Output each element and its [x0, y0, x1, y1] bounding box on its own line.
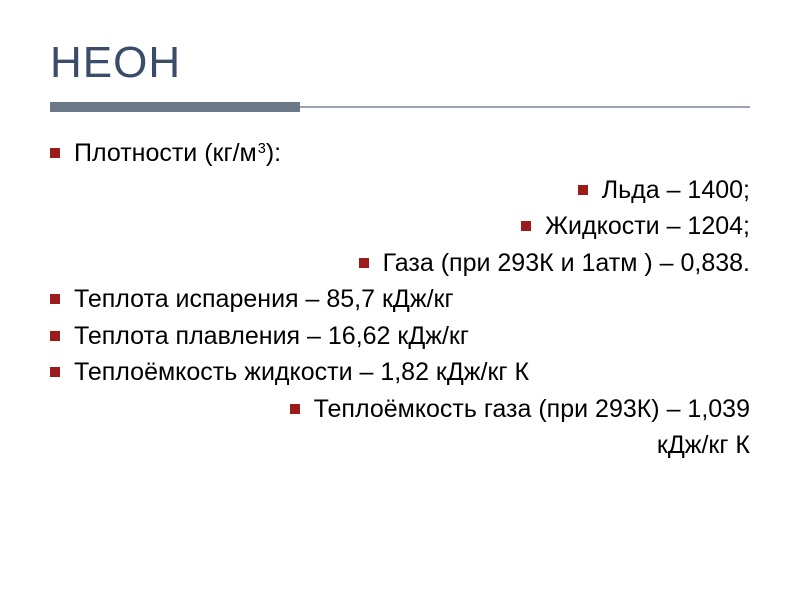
bullet-icon [50, 294, 60, 304]
bullet-icon [50, 367, 60, 377]
title-rule [50, 102, 750, 112]
list-text: Газа (при 293К и 1атм ) – 0,838. [383, 246, 750, 281]
superscript: 3 [258, 139, 266, 159]
slide-title: НЕОН [50, 38, 750, 88]
list-item: Теплота испарения – 85,7 кДж/кг [50, 282, 750, 317]
list-text: кДж/кг К [657, 428, 750, 463]
list-item: Теплота плавления – 16,62 кДж/кг [50, 319, 750, 354]
list-item: Теплоёмкость жидкости – 1,82 кДж/кг К [50, 355, 750, 390]
list-text: Теплота испарения – 85,7 кДж/кг [74, 282, 454, 317]
list-text: Плотности (кг/м3): [74, 136, 281, 171]
bullet-icon [521, 221, 531, 231]
list-text: Жидкости – 1204; [545, 209, 750, 244]
text-post: ): [266, 136, 281, 171]
slide-body: Плотности (кг/м3): Льда – 1400; Жидкости… [50, 136, 750, 463]
text-pre: Плотности (кг/м [74, 136, 257, 171]
rule-thick [50, 102, 300, 112]
list-item-continuation: кДж/кг К [50, 428, 750, 463]
bullet-icon [290, 404, 300, 414]
slide: НЕОН Плотности (кг/м3): Льда – 1400; Жид… [0, 0, 800, 600]
bullet-icon [50, 331, 60, 341]
list-text: Теплоёмкость жидкости – 1,82 кДж/кг К [74, 355, 529, 390]
list-item: Теплоёмкость газа (при 293К) – 1,039 [50, 392, 750, 427]
list-item: Жидкости – 1204; [50, 209, 750, 244]
list-text: Льда – 1400; [602, 173, 750, 208]
bullet-icon [359, 258, 369, 268]
bullet-icon [50, 148, 60, 158]
list-text: Теплота плавления – 16,62 кДж/кг [74, 319, 469, 354]
list-item: Газа (при 293К и 1атм ) – 0,838. [50, 246, 750, 281]
list-text: Теплоёмкость газа (при 293К) – 1,039 [314, 392, 750, 427]
bullet-icon [578, 185, 588, 195]
list-item: Льда – 1400; [50, 173, 750, 208]
list-item: Плотности (кг/м3): [50, 136, 750, 171]
